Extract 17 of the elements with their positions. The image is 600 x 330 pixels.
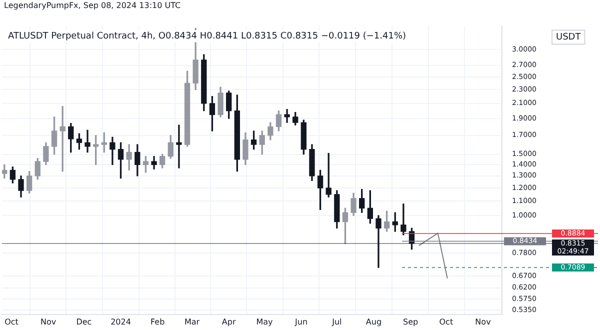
- x-tick-label: Oct: [439, 317, 454, 326]
- x-tick-label: Dec: [76, 317, 92, 326]
- x-tick-label: Jul: [331, 317, 342, 326]
- y-axis-title: USDT: [556, 32, 582, 43]
- text: LegendaryPumpFx, Sep 08, 2024 13:10 UTC: [3, 0, 182, 12]
- x-tick-label: Oct: [4, 317, 18, 326]
- x-tick-label: Sep: [403, 317, 418, 326]
- x-tick-label: Feb: [150, 317, 165, 326]
- x-tick-label: May: [256, 317, 273, 326]
- x-tick-label: Mar: [184, 317, 200, 326]
- x-tick-label: Jun: [294, 317, 308, 326]
- x-tick-label: Nov: [40, 317, 56, 326]
- x-tick-label: Nov: [475, 317, 492, 326]
- x-tick-label: Aug: [366, 317, 382, 326]
- x-tick-label: 2024: [110, 317, 131, 326]
- text: ATLUSDT Perpetual Contract, 4h, O0.8434 H0.8441 L0.8315 C0.8315 −0.0119 (−1.41%): [8, 32, 406, 42]
- x-tick-label: Apr: [222, 317, 236, 326]
